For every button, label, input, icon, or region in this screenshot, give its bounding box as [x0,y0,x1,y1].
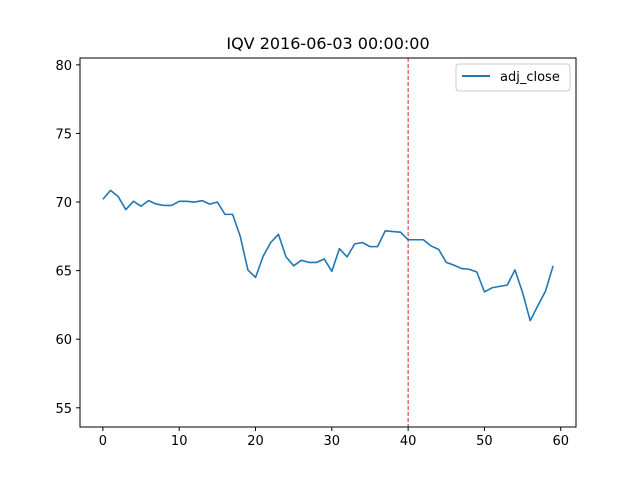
x-tick-label: 10 [171,434,188,449]
axis-ticks: 0 10 20 30 40 50 60 55 60 65 70 75 80 [55,59,569,449]
legend: adj_close [455,63,571,92]
x-tick-label: 30 [324,434,341,449]
legend-label-adj-close: adj_close [500,70,560,85]
legend-box [455,63,571,92]
x-tick-label: 20 [247,434,264,449]
series-group [102,189,554,322]
x-tick-label: 50 [476,434,493,449]
y-tick-label: 65 [55,265,72,280]
y-tick-label: 60 [55,333,72,348]
plot-area [80,58,576,427]
plot-frame [79,57,577,428]
y-tick-label: 70 [55,196,72,211]
x-tick-label: 0 [99,434,107,449]
y-tick-label: 80 [55,59,72,74]
chart-title: IQV 2016-06-03 00:00:00 [226,34,429,53]
y-tick-label: 55 [55,402,72,417]
series-line-adj-close [102,189,554,322]
y-tick-label: 75 [55,127,72,142]
x-tick-label: 60 [552,434,569,449]
x-tick-label: 40 [400,434,417,449]
